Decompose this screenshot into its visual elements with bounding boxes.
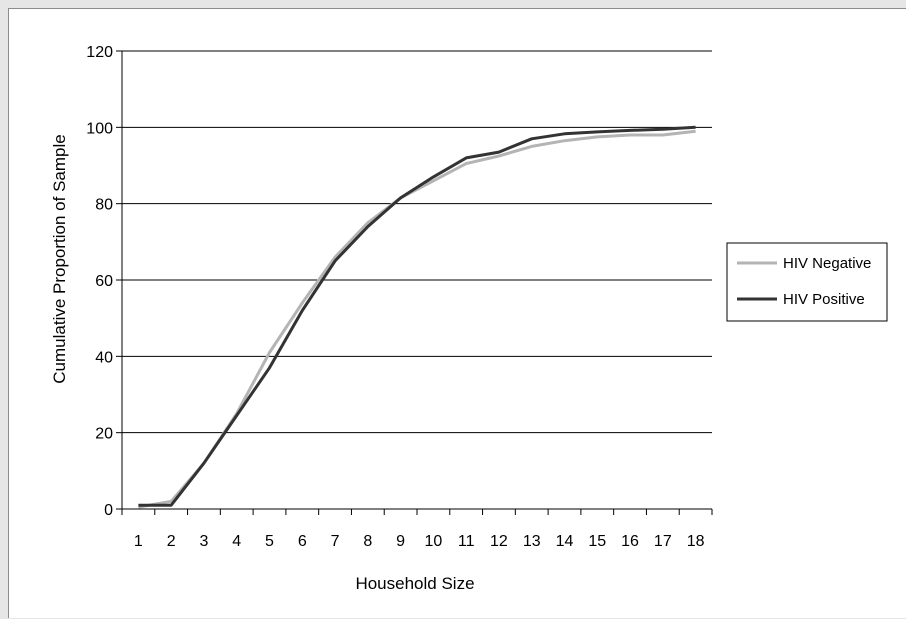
y-tick-label: 80	[95, 197, 113, 214]
legend-box	[726, 242, 888, 322]
series-lines	[138, 125, 696, 509]
y-tick-label: 20	[95, 426, 113, 443]
y-tick-label: 60	[95, 273, 113, 290]
y-tick-label: 120	[86, 44, 113, 61]
axes	[116, 50, 713, 515]
x-tick-label: 14	[556, 533, 574, 550]
x-tick-label: 12	[490, 533, 508, 550]
y-tick-label: 40	[95, 349, 113, 366]
x-tick-label: 5	[265, 533, 274, 550]
x-tick-label: 15	[588, 533, 606, 550]
series-line-hiv-positive	[138, 125, 696, 507]
x-axis-title: Household Size	[355, 574, 474, 593]
x-tick-label: 10	[424, 533, 442, 550]
chart-frame: 0 20 40 60 80 100 120 1 2 3 4 5 6 7 8 9 10 11 12 13 14 15 16 17…	[8, 8, 906, 618]
x-tick-label: 3	[199, 533, 208, 550]
x-tick-label: 6	[298, 533, 307, 550]
legend: HIV Negative HIV Positive	[726, 242, 888, 322]
x-tick-label: 8	[363, 533, 372, 550]
x-tick-label: 7	[331, 533, 340, 550]
x-tick-label: 4	[232, 533, 241, 550]
y-tick-label: 100	[86, 120, 113, 137]
x-tick-label: 16	[621, 533, 639, 550]
x-tick-label: 1	[134, 533, 143, 550]
x-tick-label: 11	[458, 533, 475, 550]
gridlines	[122, 50, 712, 434]
x-tick-label: 17	[654, 533, 672, 550]
x-tick-label: 18	[687, 533, 705, 550]
x-tick-label: 2	[167, 533, 176, 550]
y-tick-label: 0	[104, 502, 113, 519]
legend-label-hiv-negative: HIV Negative	[783, 255, 871, 272]
x-tick-label: 13	[523, 533, 541, 550]
y-axis-title: Cumulative Proportion of Sample	[50, 134, 69, 383]
x-tick-label: 9	[396, 533, 405, 550]
legend-label-hiv-positive: HIV Positive	[783, 291, 865, 308]
